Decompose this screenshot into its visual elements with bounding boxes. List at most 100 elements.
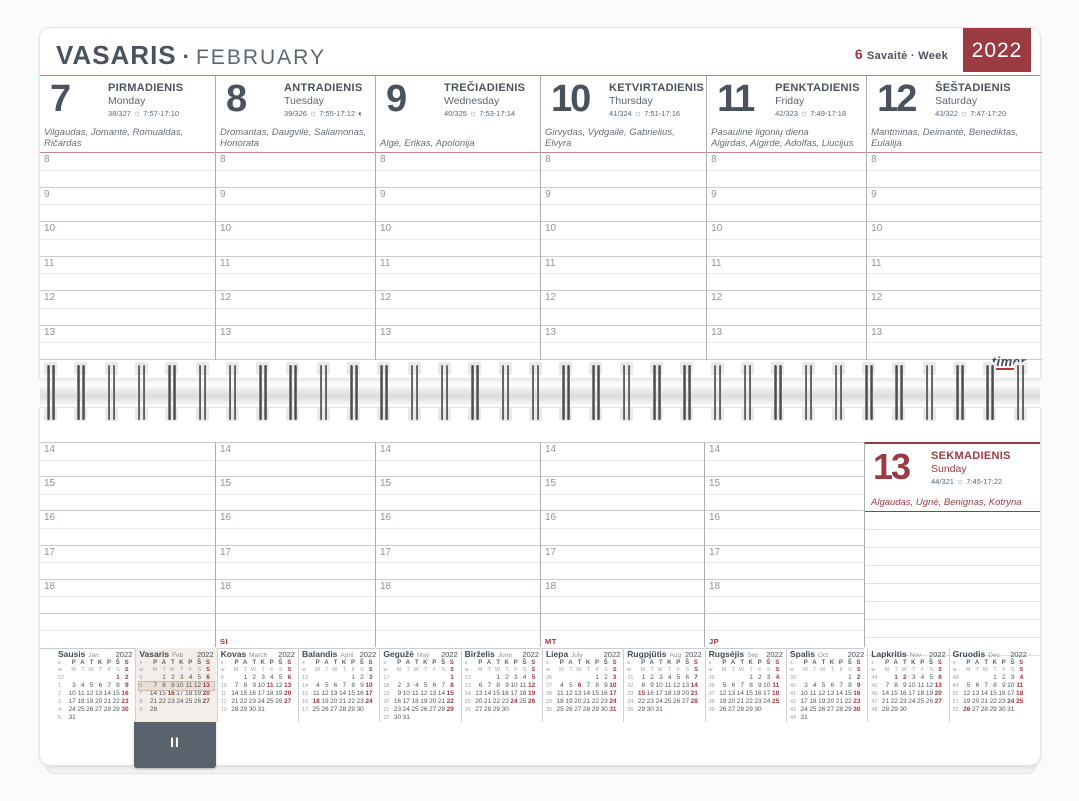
day-info: ANTRADIENIS Tuesday 39/326 ☼ 7:55-17:12 ◐ bbox=[284, 80, 363, 125]
dow-lt: A bbox=[242, 660, 248, 666]
mini-week-row: 18 2 3 4 5 6 7 8 bbox=[383, 682, 457, 690]
hour-label: 15 bbox=[380, 478, 392, 490]
day-column-7: 7 PIRMADIENIS Monday 38/327 ☼ 7:57-17:10 Vilga… bbox=[40, 75, 215, 360]
dow-lt: Š bbox=[847, 660, 852, 666]
dow-lt: Š bbox=[766, 660, 771, 666]
hour-label: 16 bbox=[220, 512, 232, 524]
mini-day: 12 bbox=[925, 682, 934, 689]
mini-day: 27 bbox=[826, 706, 835, 713]
mini-week-row: 35 1 2 3 4 bbox=[709, 674, 783, 682]
dow-en: S bbox=[938, 667, 942, 673]
half-hour-line bbox=[541, 493, 704, 495]
hour-label: 13 bbox=[220, 326, 232, 338]
mini-year: 2022 bbox=[196, 650, 214, 659]
day-name-lt: ŠEŠTADIENIS bbox=[935, 82, 1011, 94]
dow-en: S bbox=[197, 667, 202, 673]
extra-lines: MT bbox=[541, 614, 704, 649]
mini-week-row: 42 17 18 19 20 21 22 23 bbox=[790, 698, 864, 706]
day-number: 7 bbox=[50, 78, 71, 120]
mini-week-row: 13 28 29 30 31 bbox=[221, 706, 295, 714]
mini-day: 17 bbox=[1007, 690, 1015, 697]
dow-lt: P bbox=[397, 660, 402, 666]
mini-day: 20 bbox=[94, 698, 103, 705]
mini-week-row: 49 5 6 7 8 9 10 11 bbox=[953, 682, 1027, 690]
mini-day: 10 bbox=[365, 682, 373, 689]
mini-day: 11 bbox=[557, 690, 564, 697]
mini-day: 9 bbox=[360, 682, 364, 689]
mini-day: 23 bbox=[754, 698, 762, 705]
mini-day: 28 bbox=[736, 706, 745, 713]
dow-en: W bbox=[250, 667, 257, 673]
mini-day: 17 bbox=[402, 698, 410, 705]
mini-day bbox=[880, 674, 889, 682]
mini-day: 22 bbox=[347, 698, 355, 705]
mini-day: 9 bbox=[171, 682, 175, 689]
sunrise-sunset: 7:57-17:10 bbox=[143, 109, 180, 118]
dow-en: S bbox=[604, 667, 608, 673]
mini-day: 11 bbox=[77, 690, 85, 697]
mini-month-en: April bbox=[340, 652, 354, 659]
mini-day: 7 bbox=[694, 674, 698, 681]
mini-day: 20 bbox=[971, 698, 980, 705]
half-hour-line bbox=[376, 342, 540, 344]
mini-month-en: Aug bbox=[669, 652, 682, 659]
day-sun-info: 44/321 ☼ 7:45-17:22 bbox=[931, 476, 1011, 487]
hour-slot-11-9: 9 bbox=[707, 188, 867, 222]
sunday-column: 13 SEKMADIENIS Sunday 44/321 ☼ 7:45-17:22 Alga… bbox=[864, 442, 1040, 656]
mini-day: 25 bbox=[664, 698, 672, 705]
week-col-header: s bbox=[952, 660, 956, 666]
mini-day: 26 bbox=[565, 706, 573, 713]
mini-day bbox=[726, 674, 735, 682]
mini-day: 18 bbox=[77, 698, 85, 705]
week-number: 52 bbox=[952, 707, 959, 713]
mini-day: 3 bbox=[659, 674, 663, 681]
mini-calendar-title: Vasaris Feb 2022 bbox=[139, 649, 213, 660]
mini-day: 11 bbox=[809, 690, 817, 697]
mini-day: 4 bbox=[316, 682, 320, 689]
extra-lines: JP bbox=[705, 614, 864, 649]
hour-slot-7-9: 9 bbox=[40, 188, 215, 222]
name-days: Girvydas, Vydgailė, Gabrielius, Elvyra bbox=[541, 125, 707, 153]
mini-day: 27 bbox=[429, 706, 437, 713]
name-day-list: Dromantas, Daugvilė, Saliamonas, Honorat… bbox=[220, 127, 367, 149]
mini-day: 27 bbox=[202, 698, 210, 705]
mini-day bbox=[663, 706, 672, 714]
mini-day: 18 bbox=[266, 690, 274, 697]
half-hour-line bbox=[867, 238, 1043, 240]
mini-week-row: 12 21 22 23 24 25 26 27 bbox=[221, 698, 295, 706]
mini-day: 15 bbox=[240, 690, 248, 697]
dow-lt: T bbox=[171, 660, 175, 666]
mini-day: 13 bbox=[94, 690, 103, 697]
dow-en: S bbox=[287, 667, 292, 673]
mini-day: 11 bbox=[266, 682, 274, 689]
dow-en: W bbox=[820, 667, 826, 673]
mini-day: 10 bbox=[763, 682, 771, 689]
dow-lt: K bbox=[423, 660, 428, 666]
hour-slot-8-13: 13 bbox=[216, 326, 375, 360]
day-column-12: 12 ŠEŠTADIENIS Saturday 43/322 ☼ 7:47-17:20 Ma… bbox=[866, 75, 1043, 360]
special-day-label: Pasaulinė ligonių diena bbox=[711, 127, 809, 138]
hour-label: 18 bbox=[44, 580, 56, 592]
mini-day: 16 bbox=[167, 690, 175, 697]
week-col-header: s bbox=[58, 660, 61, 666]
dow-lt: K bbox=[585, 660, 591, 666]
mini-day: 3 bbox=[766, 674, 771, 681]
mini-month-lt: Lapkritis bbox=[871, 649, 907, 659]
week-indicator: 6 Savaitė · Week bbox=[855, 46, 948, 62]
mini-week-row: 26 27 28 29 30 bbox=[465, 706, 539, 714]
half-hour-line bbox=[707, 238, 867, 240]
dow-en: F bbox=[676, 667, 681, 673]
sun-icon: ☼ bbox=[633, 108, 643, 118]
day-sun-info: 42/323 ☼ 7:49-17:18 bbox=[775, 108, 860, 119]
mini-day: 13 bbox=[574, 690, 582, 697]
week-col-header: w bbox=[58, 667, 62, 673]
mini-week-row: 44 31 bbox=[790, 714, 864, 722]
mini-day: 7 bbox=[984, 682, 988, 689]
mini-week-row: 46 14 15 16 17 18 19 20 bbox=[871, 690, 945, 698]
mini-day bbox=[148, 674, 157, 682]
week-number: 40 bbox=[789, 683, 797, 689]
week-number: 31 bbox=[627, 675, 634, 681]
mini-day: 31 bbox=[1007, 706, 1015, 713]
